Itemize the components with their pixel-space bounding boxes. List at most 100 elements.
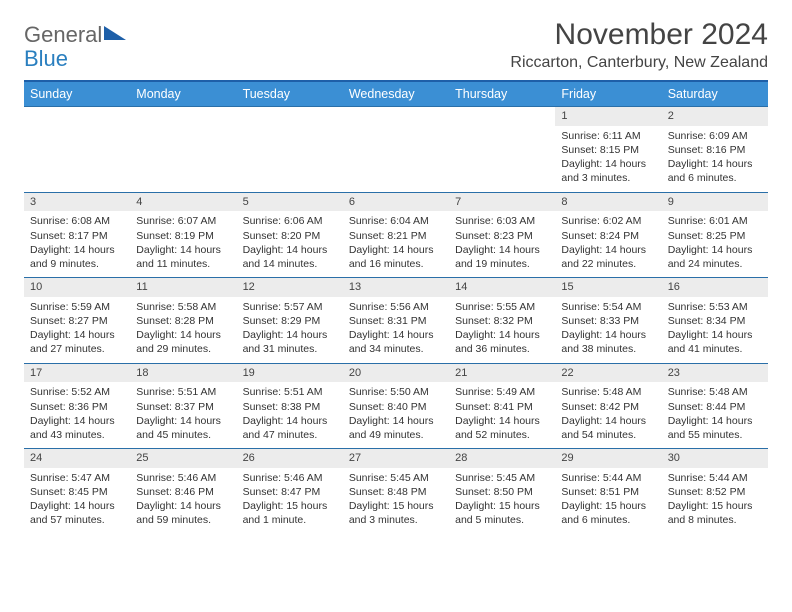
day-header: Saturday bbox=[662, 82, 768, 106]
daylight-line: Daylight: 14 hours and 11 minutes. bbox=[136, 243, 230, 271]
sunrise-line: Sunrise: 5:59 AM bbox=[30, 300, 124, 314]
day-number: 28 bbox=[449, 449, 555, 468]
day-header-row: SundayMondayTuesdayWednesdayThursdayFrid… bbox=[24, 82, 768, 106]
calendar-cell: 10Sunrise: 5:59 AMSunset: 8:27 PMDayligh… bbox=[24, 278, 130, 363]
sunset-line: Sunset: 8:45 PM bbox=[30, 485, 124, 499]
sunrise-line: Sunrise: 5:53 AM bbox=[668, 300, 762, 314]
calendar-cell: 8Sunrise: 6:02 AMSunset: 8:24 PMDaylight… bbox=[555, 193, 661, 278]
daylight-line: Daylight: 15 hours and 5 minutes. bbox=[455, 499, 549, 527]
day-number: 27 bbox=[343, 449, 449, 468]
cell-body: Sunrise: 6:03 AMSunset: 8:23 PMDaylight:… bbox=[449, 211, 555, 277]
daylight-line: Daylight: 14 hours and 31 minutes. bbox=[243, 328, 337, 356]
sunset-line: Sunset: 8:41 PM bbox=[455, 400, 549, 414]
cell-body: Sunrise: 6:11 AMSunset: 8:15 PMDaylight:… bbox=[555, 126, 661, 192]
sunset-line: Sunset: 8:47 PM bbox=[243, 485, 337, 499]
sunrise-line: Sunrise: 6:07 AM bbox=[136, 214, 230, 228]
day-header: Thursday bbox=[449, 82, 555, 106]
cell-body: Sunrise: 5:45 AMSunset: 8:48 PMDaylight:… bbox=[343, 468, 449, 534]
sunrise-line: Sunrise: 5:51 AM bbox=[243, 385, 337, 399]
daylight-line: Daylight: 14 hours and 36 minutes. bbox=[455, 328, 549, 356]
day-number: 10 bbox=[24, 278, 130, 297]
week-row: 17Sunrise: 5:52 AMSunset: 8:36 PMDayligh… bbox=[24, 363, 768, 449]
calendar-cell: 16Sunrise: 5:53 AMSunset: 8:34 PMDayligh… bbox=[662, 278, 768, 363]
day-number: 26 bbox=[237, 449, 343, 468]
cell-body: Sunrise: 5:51 AMSunset: 8:38 PMDaylight:… bbox=[237, 382, 343, 448]
cell-body: Sunrise: 5:55 AMSunset: 8:32 PMDaylight:… bbox=[449, 297, 555, 363]
daylight-line: Daylight: 14 hours and 29 minutes. bbox=[136, 328, 230, 356]
day-number: 20 bbox=[343, 364, 449, 383]
calendar-cell: 27Sunrise: 5:45 AMSunset: 8:48 PMDayligh… bbox=[343, 449, 449, 534]
cell-body: Sunrise: 6:07 AMSunset: 8:19 PMDaylight:… bbox=[130, 211, 236, 277]
calendar-cell bbox=[343, 107, 449, 192]
sunrise-line: Sunrise: 5:55 AM bbox=[455, 300, 549, 314]
month-title: November 2024 bbox=[510, 18, 768, 52]
logo: General bbox=[24, 18, 126, 46]
day-number: 24 bbox=[24, 449, 130, 468]
sunrise-line: Sunrise: 5:51 AM bbox=[136, 385, 230, 399]
day-number: 29 bbox=[555, 449, 661, 468]
cell-body: Sunrise: 5:46 AMSunset: 8:47 PMDaylight:… bbox=[237, 468, 343, 534]
cell-body: Sunrise: 5:58 AMSunset: 8:28 PMDaylight:… bbox=[130, 297, 236, 363]
calendar-cell: 11Sunrise: 5:58 AMSunset: 8:28 PMDayligh… bbox=[130, 278, 236, 363]
calendar-cell: 12Sunrise: 5:57 AMSunset: 8:29 PMDayligh… bbox=[237, 278, 343, 363]
sunset-line: Sunset: 8:16 PM bbox=[668, 143, 762, 157]
calendar-cell: 25Sunrise: 5:46 AMSunset: 8:46 PMDayligh… bbox=[130, 449, 236, 534]
day-number: 23 bbox=[662, 364, 768, 383]
sunset-line: Sunset: 8:38 PM bbox=[243, 400, 337, 414]
daylight-line: Daylight: 15 hours and 6 minutes. bbox=[561, 499, 655, 527]
sunrise-line: Sunrise: 5:44 AM bbox=[561, 471, 655, 485]
cell-body: Sunrise: 5:44 AMSunset: 8:52 PMDaylight:… bbox=[662, 468, 768, 534]
sunset-line: Sunset: 8:44 PM bbox=[668, 400, 762, 414]
day-header: Friday bbox=[555, 82, 661, 106]
sunrise-line: Sunrise: 5:54 AM bbox=[561, 300, 655, 314]
cell-body: Sunrise: 5:56 AMSunset: 8:31 PMDaylight:… bbox=[343, 297, 449, 363]
calendar-cell: 23Sunrise: 5:48 AMSunset: 8:44 PMDayligh… bbox=[662, 364, 768, 449]
calendar-cell: 21Sunrise: 5:49 AMSunset: 8:41 PMDayligh… bbox=[449, 364, 555, 449]
daylight-line: Daylight: 14 hours and 49 minutes. bbox=[349, 414, 443, 442]
day-header: Wednesday bbox=[343, 82, 449, 106]
sunset-line: Sunset: 8:36 PM bbox=[30, 400, 124, 414]
daylight-line: Daylight: 14 hours and 41 minutes. bbox=[668, 328, 762, 356]
sunset-line: Sunset: 8:17 PM bbox=[30, 229, 124, 243]
calendar-cell bbox=[237, 107, 343, 192]
location: Riccarton, Canterbury, New Zealand bbox=[510, 54, 768, 72]
cell-body: Sunrise: 5:46 AMSunset: 8:46 PMDaylight:… bbox=[130, 468, 236, 534]
sunset-line: Sunset: 8:50 PM bbox=[455, 485, 549, 499]
sunset-line: Sunset: 8:40 PM bbox=[349, 400, 443, 414]
sunset-line: Sunset: 8:52 PM bbox=[668, 485, 762, 499]
cell-body: Sunrise: 5:54 AMSunset: 8:33 PMDaylight:… bbox=[555, 297, 661, 363]
cell-body: Sunrise: 5:53 AMSunset: 8:34 PMDaylight:… bbox=[662, 297, 768, 363]
day-number: 13 bbox=[343, 278, 449, 297]
calendar-cell: 19Sunrise: 5:51 AMSunset: 8:38 PMDayligh… bbox=[237, 364, 343, 449]
day-number: 4 bbox=[130, 193, 236, 212]
calendar-cell: 15Sunrise: 5:54 AMSunset: 8:33 PMDayligh… bbox=[555, 278, 661, 363]
daylight-line: Daylight: 14 hours and 24 minutes. bbox=[668, 243, 762, 271]
daylight-line: Daylight: 14 hours and 59 minutes. bbox=[136, 499, 230, 527]
sunset-line: Sunset: 8:42 PM bbox=[561, 400, 655, 414]
sunset-line: Sunset: 8:28 PM bbox=[136, 314, 230, 328]
day-number: 21 bbox=[449, 364, 555, 383]
sunrise-line: Sunrise: 5:44 AM bbox=[668, 471, 762, 485]
cell-body: Sunrise: 5:51 AMSunset: 8:37 PMDaylight:… bbox=[130, 382, 236, 448]
calendar-cell: 20Sunrise: 5:50 AMSunset: 8:40 PMDayligh… bbox=[343, 364, 449, 449]
day-number: 8 bbox=[555, 193, 661, 212]
day-number: 30 bbox=[662, 449, 768, 468]
calendar-cell: 17Sunrise: 5:52 AMSunset: 8:36 PMDayligh… bbox=[24, 364, 130, 449]
sunrise-line: Sunrise: 5:46 AM bbox=[243, 471, 337, 485]
sunset-line: Sunset: 8:34 PM bbox=[668, 314, 762, 328]
cell-body: Sunrise: 5:47 AMSunset: 8:45 PMDaylight:… bbox=[24, 468, 130, 534]
daylight-line: Daylight: 14 hours and 9 minutes. bbox=[30, 243, 124, 271]
calendar: SundayMondayTuesdayWednesdayThursdayFrid… bbox=[24, 80, 768, 534]
cell-body: Sunrise: 6:08 AMSunset: 8:17 PMDaylight:… bbox=[24, 211, 130, 277]
sunrise-line: Sunrise: 6:09 AM bbox=[668, 129, 762, 143]
sunrise-line: Sunrise: 6:01 AM bbox=[668, 214, 762, 228]
sunrise-line: Sunrise: 5:48 AM bbox=[561, 385, 655, 399]
daylight-line: Daylight: 14 hours and 54 minutes. bbox=[561, 414, 655, 442]
day-number: 3 bbox=[24, 193, 130, 212]
calendar-cell: 9Sunrise: 6:01 AMSunset: 8:25 PMDaylight… bbox=[662, 193, 768, 278]
day-number: 6 bbox=[343, 193, 449, 212]
day-header: Tuesday bbox=[237, 82, 343, 106]
daylight-line: Daylight: 14 hours and 27 minutes. bbox=[30, 328, 124, 356]
sunrise-line: Sunrise: 5:48 AM bbox=[668, 385, 762, 399]
cell-body: Sunrise: 5:59 AMSunset: 8:27 PMDaylight:… bbox=[24, 297, 130, 363]
